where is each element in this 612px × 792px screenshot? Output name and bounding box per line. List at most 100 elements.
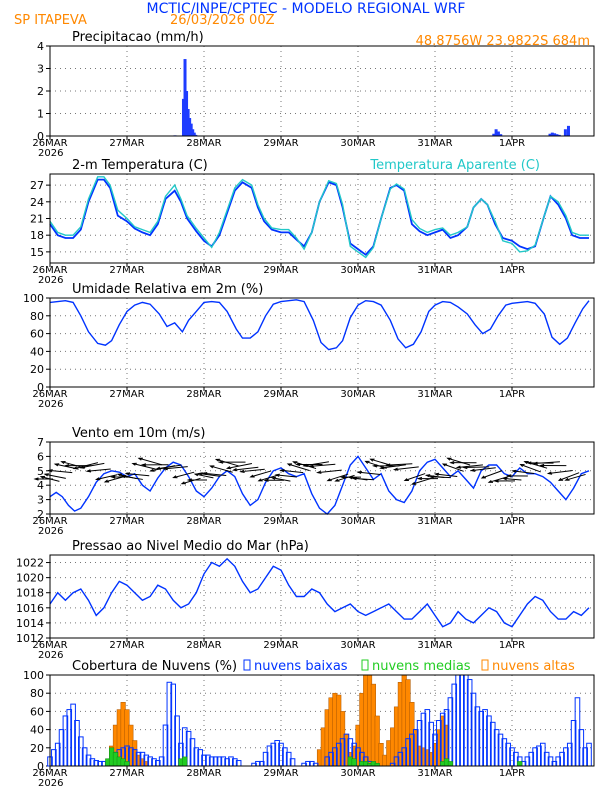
wind-arrow-head bbox=[63, 464, 70, 468]
series-line bbox=[49, 176, 589, 259]
y-tick-label: 21 bbox=[30, 213, 44, 226]
wind-arrow bbox=[240, 468, 265, 473]
wind-arrow-head bbox=[469, 468, 476, 472]
x-tick-label: 1APR bbox=[499, 640, 525, 651]
wind-arrow bbox=[442, 463, 464, 472]
precip-bar bbox=[550, 132, 554, 136]
wind-arrow bbox=[430, 476, 451, 479]
y-tick-label: 2 bbox=[37, 508, 44, 521]
x-tick-label: 29MAR bbox=[263, 516, 298, 527]
wind-arrow bbox=[481, 470, 503, 479]
wind-arrow bbox=[310, 463, 336, 467]
x-tick-label: 27MAR bbox=[109, 265, 144, 276]
wind-arrow bbox=[558, 472, 580, 481]
precip-bar bbox=[496, 131, 500, 136]
x-tick-label: 30MAR bbox=[340, 516, 375, 527]
wind-arrow-head bbox=[131, 462, 137, 466]
y-tick-label: 1012 bbox=[16, 632, 44, 645]
precip-bar bbox=[553, 133, 557, 136]
wind-arrow bbox=[353, 477, 374, 481]
panel-title: Umidade Relativa em 2m (%) bbox=[72, 282, 263, 297]
wind-arrow bbox=[73, 462, 99, 470]
wind-arrow-head bbox=[385, 463, 391, 467]
cloud-cover-panel: 0 20 40 60 80 100 26MAR 27MAR 28MAR 29MAR 30MAR 31M… bbox=[23, 659, 595, 789]
precip-bar bbox=[192, 132, 196, 136]
wind-arrow bbox=[471, 467, 496, 472]
panel-frame bbox=[49, 45, 595, 137]
y-tick-label: 27 bbox=[30, 179, 44, 192]
wind-arrow bbox=[216, 458, 240, 467]
x-year-label: 2026 bbox=[38, 148, 63, 159]
y-tick-label: 100 bbox=[23, 292, 44, 305]
x-tick-label: 28MAR bbox=[186, 265, 221, 276]
wind-arrow-head bbox=[263, 478, 269, 482]
y-tick-label: 18 bbox=[30, 229, 44, 242]
wind-arrow-head bbox=[487, 480, 494, 483]
x-tick-label: 26MAR bbox=[32, 265, 67, 276]
wind-arrow bbox=[317, 469, 342, 474]
precip-bar bbox=[499, 134, 503, 136]
header-location: SP ITAPEVA bbox=[14, 13, 87, 28]
wind-arrow-head bbox=[60, 461, 66, 464]
x-tick-label: 27MAR bbox=[109, 640, 144, 651]
wind-arrow-head bbox=[428, 475, 435, 479]
legend-swatch bbox=[361, 659, 369, 671]
wind-arrow-head bbox=[371, 464, 378, 468]
x-tick-label: 28MAR bbox=[186, 516, 221, 527]
x-year-label: 2026 bbox=[38, 275, 63, 286]
y-tick-label: 20 bbox=[30, 742, 44, 755]
x-tick-label: 27MAR bbox=[109, 138, 144, 149]
legend-label: nuvens medias bbox=[372, 659, 471, 674]
panel-title: Vento em 10m (m/s) bbox=[72, 426, 205, 441]
wind-arrow-head bbox=[446, 457, 452, 461]
wind-arrow-head bbox=[279, 469, 285, 473]
wind-arrow-head bbox=[172, 475, 178, 479]
x-tick-label: 31MAR bbox=[417, 640, 452, 651]
wind-arrow-head bbox=[302, 463, 308, 467]
y-tick-label: 1 bbox=[37, 108, 44, 121]
y-tick-label: 7 bbox=[37, 436, 44, 449]
wind-arrow bbox=[548, 469, 573, 474]
x-tick-label: 31MAR bbox=[417, 768, 452, 779]
precip-bar bbox=[557, 134, 561, 136]
precipitation-panel: 0 1 2 3 4 26MAR 27MAR 28MAR 29MAR 30MAR 31MAR 1APR 2… bbox=[32, 30, 595, 159]
wind-arrow bbox=[272, 477, 291, 482]
panel-frame bbox=[49, 441, 595, 515]
wind-arrow-head bbox=[356, 470, 362, 475]
x-year-label: 2026 bbox=[38, 778, 63, 789]
wind-arrow bbox=[327, 473, 349, 482]
panel-frame bbox=[49, 674, 595, 767]
y-tick-label: 0 bbox=[37, 381, 44, 394]
temperature-panel: 15 18 21 24 27 26MAR 27MAR 28MAR 29MAR 30MAR 31MAR… bbox=[30, 158, 595, 286]
wind-arrow-head bbox=[546, 471, 553, 475]
x-tick-label: 30MAR bbox=[340, 389, 375, 400]
wind-arrow bbox=[565, 473, 586, 481]
wind-arrow-head bbox=[201, 472, 208, 476]
wind-arrow bbox=[87, 468, 111, 472]
x-tick-label: 31MAR bbox=[417, 265, 452, 276]
x-tick-label: 28MAR bbox=[186, 138, 221, 149]
x-tick-label: 31MAR bbox=[417, 516, 452, 527]
y-tick-label: 3 bbox=[37, 63, 44, 76]
wind-arrow bbox=[412, 477, 432, 485]
legend-apparent-temp: Temperatura Aparente (C) bbox=[369, 158, 540, 173]
wind-arrow-head bbox=[347, 476, 354, 480]
wind-arrow bbox=[457, 464, 483, 468]
x-tick-label: 1APR bbox=[499, 516, 525, 527]
wind-arrow-head bbox=[410, 481, 417, 485]
precip-bar bbox=[183, 59, 187, 136]
header-coords: 48.8756W 23.9822S 684m bbox=[416, 34, 590, 49]
wind-arrow bbox=[435, 473, 458, 477]
precip-bar bbox=[185, 91, 189, 136]
y-tick-label: 40 bbox=[30, 345, 44, 358]
x-tick-label: 29MAR bbox=[263, 138, 298, 149]
header-run: 26/03/2026 00Z bbox=[170, 13, 275, 28]
wind-arrow bbox=[173, 471, 195, 479]
wind-arrow bbox=[126, 473, 150, 477]
x-tick-label: 29MAR bbox=[263, 768, 298, 779]
x-tick-label: 30MAR bbox=[340, 768, 375, 779]
precip-bar bbox=[566, 125, 570, 136]
x-tick-label: 29MAR bbox=[263, 389, 298, 400]
wind-arrow-head bbox=[239, 469, 245, 473]
